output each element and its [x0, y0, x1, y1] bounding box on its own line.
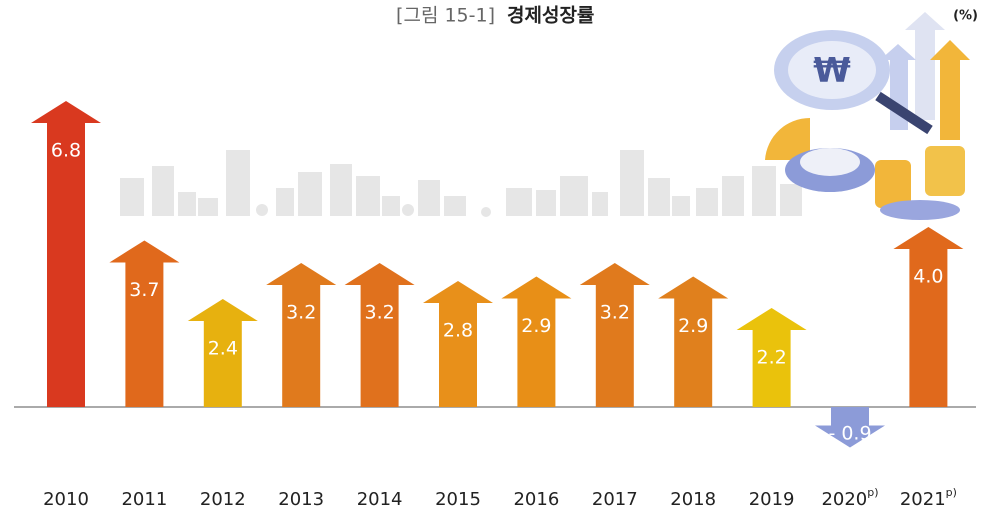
- x-tick-label: 2019: [749, 489, 795, 510]
- x-tick-label: 2011: [121, 489, 167, 510]
- title-prefix: [그림 15-1]: [396, 5, 495, 27]
- x-tick-label: 2013: [278, 489, 324, 510]
- chart: ₩ [그림 15-1] 경제성장률 (%) 6.8 2010 3.7 2011 2.4 2…: [0, 0, 988, 524]
- chart-title: 경제성장률: [507, 5, 594, 27]
- unit-label: (%): [953, 9, 978, 24]
- value-label: 3.2: [364, 302, 394, 324]
- x-tick-text: 2019: [749, 489, 795, 510]
- value-label: 2.9: [678, 315, 708, 337]
- x-tick-label: 2020p): [821, 486, 878, 510]
- city-decoration: [120, 150, 802, 217]
- x-tick-label: 2021p): [900, 486, 957, 510]
- bar-arrow: [345, 263, 415, 407]
- x-tick-text: 2011: [121, 489, 167, 510]
- x-tick-superscript: p): [946, 486, 957, 499]
- x-tick-label: 2017: [592, 489, 638, 510]
- bar-arrow: [658, 277, 728, 408]
- svg-text:₩: ₩: [813, 51, 851, 91]
- bar-arrow: [893, 227, 963, 407]
- x-tick-label: 2012: [200, 489, 246, 510]
- bar-arrow: [423, 281, 493, 407]
- value-label: 3.2: [286, 302, 316, 324]
- bar-arrow: [501, 277, 571, 408]
- x-tick-text: 2014: [357, 489, 403, 510]
- x-tick-label: 2016: [513, 489, 559, 510]
- value-label: 2.4: [208, 338, 238, 360]
- x-tick-text: 2016: [513, 489, 559, 510]
- value-label: 2.2: [756, 347, 786, 369]
- value-label: 6.8: [51, 140, 81, 162]
- x-tick-text: 2013: [278, 489, 324, 510]
- x-tick-superscript: p): [867, 486, 878, 499]
- x-tick-text: 2017: [592, 489, 638, 510]
- value-label: - 0.9: [828, 423, 871, 445]
- x-tick-text: 2021: [900, 489, 946, 510]
- x-tick-text: 2012: [200, 489, 246, 510]
- value-label: 2.8: [443, 320, 473, 342]
- value-label: 3.7: [129, 279, 159, 301]
- bar-arrow: [109, 241, 179, 408]
- x-tick-text: 2010: [43, 489, 89, 510]
- x-tick-label: 2018: [670, 489, 716, 510]
- x-tick-text: 2020: [821, 489, 867, 510]
- x-tick-text: 2015: [435, 489, 481, 510]
- x-tick-text: 2018: [670, 489, 716, 510]
- value-label: 4.0: [913, 266, 943, 288]
- value-label: 3.2: [600, 302, 630, 324]
- x-tick-label: 2014: [357, 489, 403, 510]
- value-label: 2.9: [521, 315, 551, 337]
- x-tick-label: 2010: [43, 489, 89, 510]
- bar-arrow: [266, 263, 336, 407]
- bar-arrow: [580, 263, 650, 407]
- x-tick-label: 2015: [435, 489, 481, 510]
